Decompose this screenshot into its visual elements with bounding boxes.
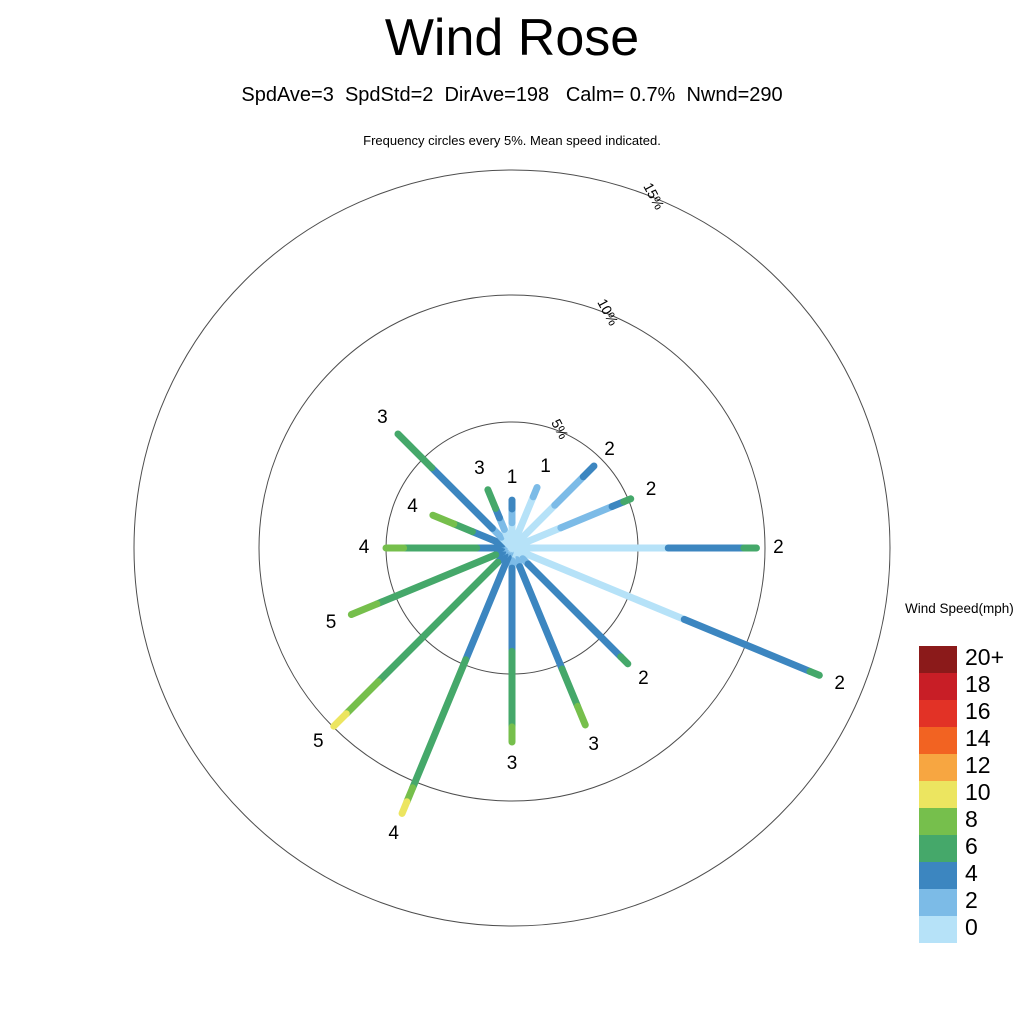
- legend-row: 8: [919, 806, 978, 835]
- petal-mean-speed-label: 2: [773, 537, 784, 558]
- legend-row: 6: [919, 833, 978, 862]
- petal-segment: [484, 486, 500, 512]
- legend-label: 18: [965, 671, 991, 697]
- petal-nnw: [484, 486, 516, 552]
- summary-stats: SpdAve=3 SpdStd=2 DirAve=198 Calm= 0.7% …: [241, 84, 783, 106]
- petal-mean-speed-label: 3: [588, 734, 599, 756]
- legend-swatch: [919, 727, 957, 754]
- petal-segment: [557, 503, 616, 532]
- petal-segment: [551, 473, 587, 509]
- legend-row: 16: [919, 698, 991, 727]
- frequency-ring: [133, 169, 891, 927]
- petal-segment: [429, 511, 458, 528]
- petal-segment: [524, 560, 625, 661]
- legend-swatch: [919, 916, 957, 943]
- legend-label: 2: [965, 887, 978, 913]
- legend-swatch: [919, 673, 957, 700]
- petal-segment: [398, 798, 411, 817]
- petal-mean-speed-label: 2: [604, 439, 615, 461]
- legend-row: 14: [919, 725, 991, 754]
- petal-ese: [508, 544, 823, 679]
- petal-mean-speed-label: 4: [407, 495, 418, 517]
- petal-mean-speed-label: 1: [540, 456, 551, 478]
- legend-label: 0: [965, 914, 978, 940]
- petal-segment: [558, 665, 582, 710]
- petal-segment: [428, 464, 496, 532]
- legend-swatch: [919, 889, 957, 916]
- petal-segment: [394, 430, 436, 472]
- petal-mean-speed-label: 5: [312, 730, 324, 752]
- legend-swatch: [919, 808, 957, 835]
- legend-swatch: [919, 835, 957, 862]
- legend-row: 20+: [919, 644, 1004, 673]
- petal-segment: [806, 667, 823, 679]
- legend-title: Wind Speed(mph): [905, 601, 1014, 616]
- petal-mean-speed-label: 3: [377, 407, 388, 429]
- petal-se: [508, 544, 632, 668]
- petal-segment: [680, 615, 814, 675]
- petal-mean-speed-label: 5: [325, 611, 337, 633]
- petal-segment: [374, 558, 502, 686]
- petal-segment: [330, 710, 350, 730]
- legend-row: 2: [919, 887, 978, 916]
- petal-segment: [516, 563, 566, 673]
- legend-label: 4: [965, 860, 978, 886]
- legend-row: 18: [919, 671, 991, 700]
- petal-sw: [330, 544, 516, 730]
- page-title: Wind Rose: [384, 9, 640, 67]
- legend-label: 6: [965, 833, 978, 859]
- petal-segment: [342, 678, 382, 718]
- petal-segment: [462, 553, 512, 664]
- petal-segment: [529, 483, 541, 501]
- legend: 20+ 18 16 14 12 10 8 6 4 2 0: [919, 644, 1004, 943]
- frequency-ring: [258, 294, 766, 802]
- legend-label: 12: [965, 752, 991, 778]
- petal-group: [330, 430, 823, 817]
- legend-row: 4: [919, 860, 978, 889]
- legend-row: 12: [919, 752, 991, 781]
- petal-mean-speed-label: 3: [506, 753, 518, 775]
- petal-mean-speed-label: 1: [506, 467, 518, 489]
- petal-ne: [508, 462, 598, 552]
- petal-segment: [508, 544, 688, 623]
- petal-segment: [508, 493, 537, 552]
- chart-note: Frequency circles every 5%. Mean speed i…: [363, 133, 661, 148]
- petal-segment: [468, 528, 507, 548]
- petal-segment: [508, 501, 559, 552]
- petal-mean-speed-label: 2: [645, 479, 657, 501]
- petal-mean-speed-label: 3: [474, 458, 485, 480]
- petal-segment: [409, 656, 470, 792]
- petal-nw: [394, 430, 516, 552]
- petal-segment: [373, 551, 500, 608]
- legend-row: 0: [919, 914, 978, 943]
- legend-swatch: [919, 781, 957, 808]
- legend-swatch: [919, 754, 957, 781]
- legend-label: 20+: [965, 644, 1005, 670]
- petal-segment: [579, 462, 598, 481]
- petal-mean-speed-label: 4: [388, 822, 399, 844]
- petal-segment: [620, 495, 635, 506]
- legend-label: 14: [965, 725, 991, 751]
- legend-row: 10: [919, 779, 991, 808]
- petal-nne: [508, 483, 541, 552]
- legend-label: 16: [965, 698, 991, 724]
- petal-segment: [347, 600, 381, 619]
- petal-segment: [574, 702, 589, 729]
- petal-mean-speed-label: 4: [358, 537, 370, 558]
- petal-mean-speed-label: 2: [638, 668, 649, 690]
- legend-swatch: [919, 700, 957, 727]
- legend-swatch: [919, 646, 957, 673]
- legend-label: 8: [965, 806, 978, 832]
- legend-swatch: [919, 862, 957, 889]
- petal-mean-speed-label: 2: [834, 672, 845, 694]
- petal-segment: [617, 653, 632, 668]
- legend-label: 10: [965, 779, 991, 805]
